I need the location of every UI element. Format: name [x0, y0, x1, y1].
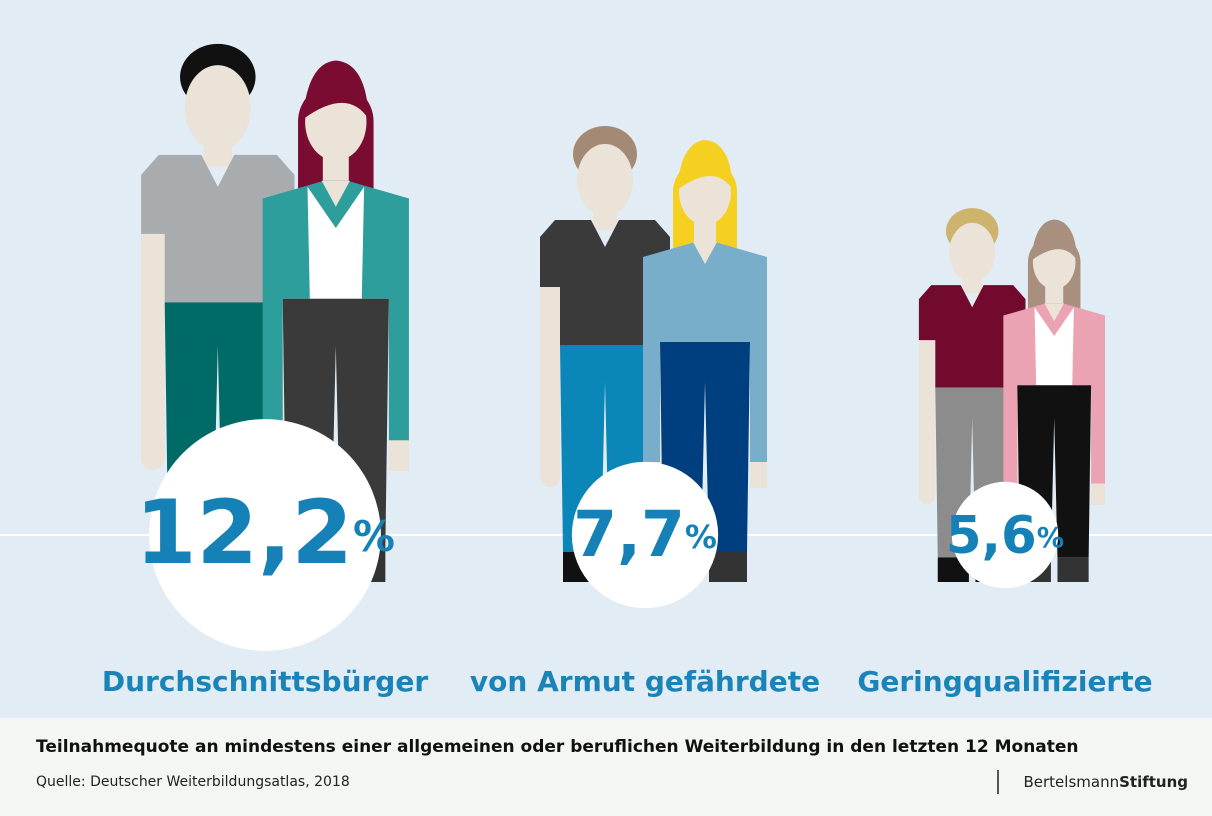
arm — [141, 180, 165, 470]
value-label: 12,2% — [135, 481, 395, 584]
fringe — [677, 140, 733, 190]
value-circle — [571, 461, 719, 609]
shirt — [141, 154, 295, 303]
couple — [141, 43, 409, 582]
arm — [1091, 483, 1106, 505]
jacket — [643, 242, 767, 462]
logo-name: Bertelsmann — [1023, 773, 1119, 791]
shoe — [1057, 557, 1089, 582]
fringe — [1031, 219, 1078, 261]
logo: BertelsmannStiftung — [1023, 773, 1188, 791]
category-label: Durchschnittsbürger — [102, 665, 428, 698]
arm — [918, 303, 936, 505]
arm — [540, 242, 560, 487]
top — [681, 247, 729, 342]
value-number: 7,7 — [573, 497, 685, 571]
top — [307, 186, 365, 299]
people — [141, 43, 1106, 582]
shoe — [709, 552, 747, 582]
value-label: 7,7% — [573, 497, 717, 571]
neckline — [693, 242, 717, 264]
neck — [962, 276, 983, 294]
value-circle — [951, 481, 1059, 589]
neck — [203, 143, 232, 167]
arm — [388, 440, 409, 472]
neckline — [1044, 303, 1065, 322]
head — [184, 65, 251, 151]
marks: 12,2% Durchschnittsbürger 7,7% von Armut ge… — [102, 419, 1153, 698]
category-label: Geringqualifizierte — [857, 665, 1152, 698]
value-circle — [149, 419, 381, 651]
value-number: 12,2 — [135, 481, 353, 584]
head — [577, 144, 633, 216]
neckline — [321, 180, 350, 207]
value-number: 5,6 — [946, 506, 1037, 566]
jacket — [1003, 303, 1106, 484]
value-unit: % — [1037, 523, 1064, 554]
value-unit: % — [685, 518, 717, 556]
logo-emphasis: Stiftung — [1119, 773, 1188, 791]
source: Quelle: Deutscher Weiterbildungsatlas, 2… — [36, 774, 350, 790]
jacket — [262, 180, 409, 441]
arm — [750, 462, 767, 488]
neck — [593, 210, 617, 230]
fringe — [302, 60, 369, 120]
shirt — [540, 220, 670, 345]
footer — [0, 718, 1212, 816]
head — [949, 222, 996, 282]
value-unit: % — [353, 512, 395, 561]
shirt — [918, 285, 1026, 388]
value-label: 5,6% — [946, 506, 1064, 566]
category-label: von Armut gefährdete — [470, 665, 820, 698]
caption: Teilnahmequote an mindestens einer allge… — [36, 737, 1079, 757]
top — [1034, 307, 1074, 386]
